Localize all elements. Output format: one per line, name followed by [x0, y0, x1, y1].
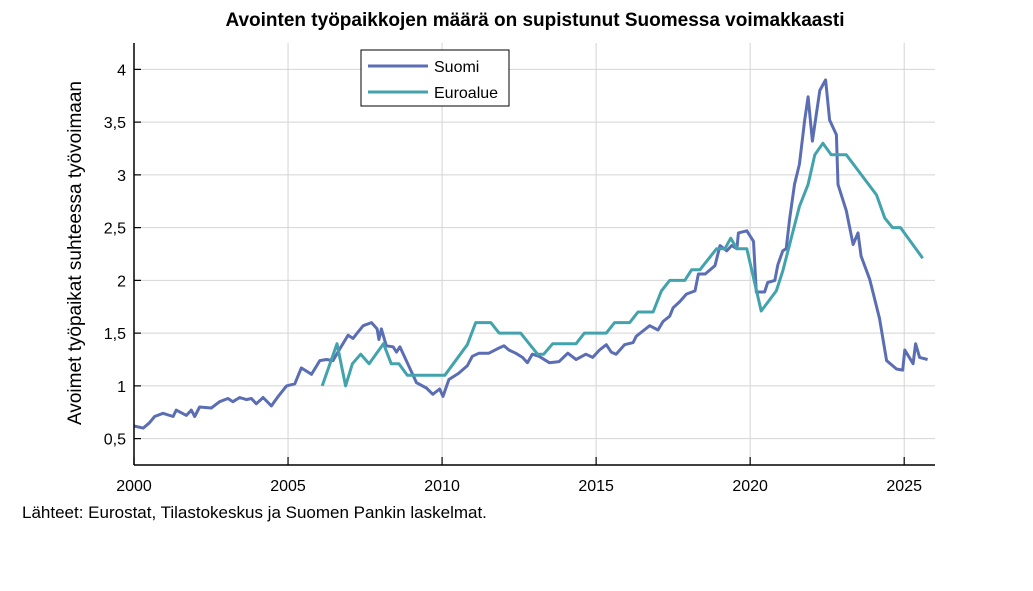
legend: Suomi Euroalue [360, 49, 510, 107]
y-tick-label: 1 [117, 379, 126, 396]
series-line-euroalue [320, 141, 924, 388]
legend-label-suomi: Suomi [434, 59, 479, 76]
y-tick-label: 4 [117, 62, 126, 79]
legend-label-euroalue: Euroalue [434, 85, 498, 102]
y-tick-label: 2 [117, 273, 126, 290]
y-tick-label: 2,5 [104, 221, 126, 238]
series-lines [133, 78, 928, 430]
y-axis-label: Avoimet työpaikat suhteessa työvoimaan [65, 81, 86, 425]
source-note: Lähteet: Eurostat, Tilastokeskus ja Suom… [22, 503, 487, 522]
y-tick-label: 3,5 [104, 115, 126, 132]
chart-title: Avointen työpaikkojen määrä on supistunu… [225, 10, 845, 31]
x-tick-label: 2000 [116, 478, 152, 495]
x-tick-label: 2015 [578, 478, 614, 495]
tick-labels: 0,5 1 1,5 2 2,5 3 3,5 4 2000 2005 2010 2015 2020 2025 [104, 62, 922, 495]
x-tick-label: 2010 [424, 478, 460, 495]
series-line-suomi [133, 78, 928, 430]
y-tick-label: 3 [117, 168, 126, 185]
y-tick-label: 1,5 [104, 326, 126, 343]
legend-box [360, 49, 510, 107]
y-tick-label: 0,5 [104, 432, 126, 449]
x-tick-label: 2005 [270, 478, 306, 495]
x-tick-label: 2020 [732, 478, 768, 495]
x-tick-label: 2025 [886, 478, 922, 495]
axes [133, 43, 935, 466]
